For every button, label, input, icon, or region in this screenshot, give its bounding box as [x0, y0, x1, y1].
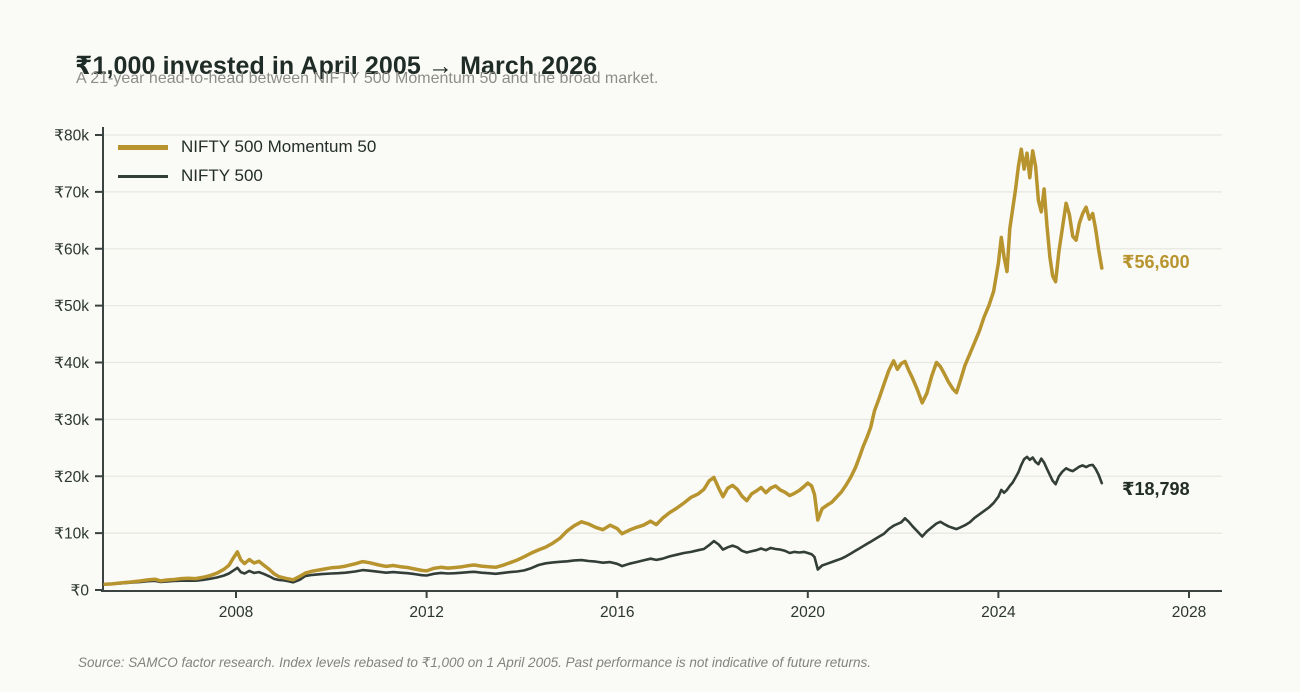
- svg-text:₹70k: ₹70k: [54, 184, 89, 201]
- svg-text:₹50k: ₹50k: [54, 298, 89, 315]
- svg-text:2008: 2008: [219, 604, 253, 621]
- svg-text:₹0: ₹0: [71, 583, 90, 600]
- nifty500-line-swatch: [118, 174, 168, 178]
- legend-item-nifty500: NIFTY 500: [118, 166, 376, 186]
- svg-text:₹40k: ₹40k: [54, 355, 89, 372]
- page-title: ₹1,000 invested in April 2005 → March 20…: [75, 51, 598, 80]
- svg-text:₹60k: ₹60k: [54, 241, 89, 258]
- nifty500-end-value-label: ₹18,798: [1122, 479, 1190, 499]
- page-subtitle: A 21-year head-to-head between NIFTY 500…: [76, 70, 659, 87]
- chart-legend: NIFTY 500 Momentum 50 NIFTY 500: [118, 137, 376, 186]
- svg-text:₹10k: ₹10k: [54, 526, 89, 543]
- svg-text:₹20k: ₹20k: [54, 469, 89, 486]
- svg-text:2016: 2016: [600, 604, 634, 621]
- legend-label: NIFTY 500: [181, 166, 263, 185]
- source-note: Source: SAMCO factor research. Index lev…: [78, 655, 871, 670]
- svg-text:2012: 2012: [409, 604, 443, 621]
- legend-item-momentum: NIFTY 500 Momentum 50: [118, 137, 376, 157]
- svg-text:2028: 2028: [1172, 604, 1206, 621]
- svg-text:2020: 2020: [791, 604, 826, 621]
- momentum-line-swatch: [118, 144, 168, 150]
- svg-text:2024: 2024: [981, 604, 1016, 621]
- legend-label: NIFTY 500 Momentum 50: [181, 137, 377, 156]
- svg-text:₹80k: ₹80k: [54, 128, 89, 145]
- svg-text:₹30k: ₹30k: [54, 412, 89, 429]
- momentum-end-value-label: ₹56,600: [1122, 252, 1190, 272]
